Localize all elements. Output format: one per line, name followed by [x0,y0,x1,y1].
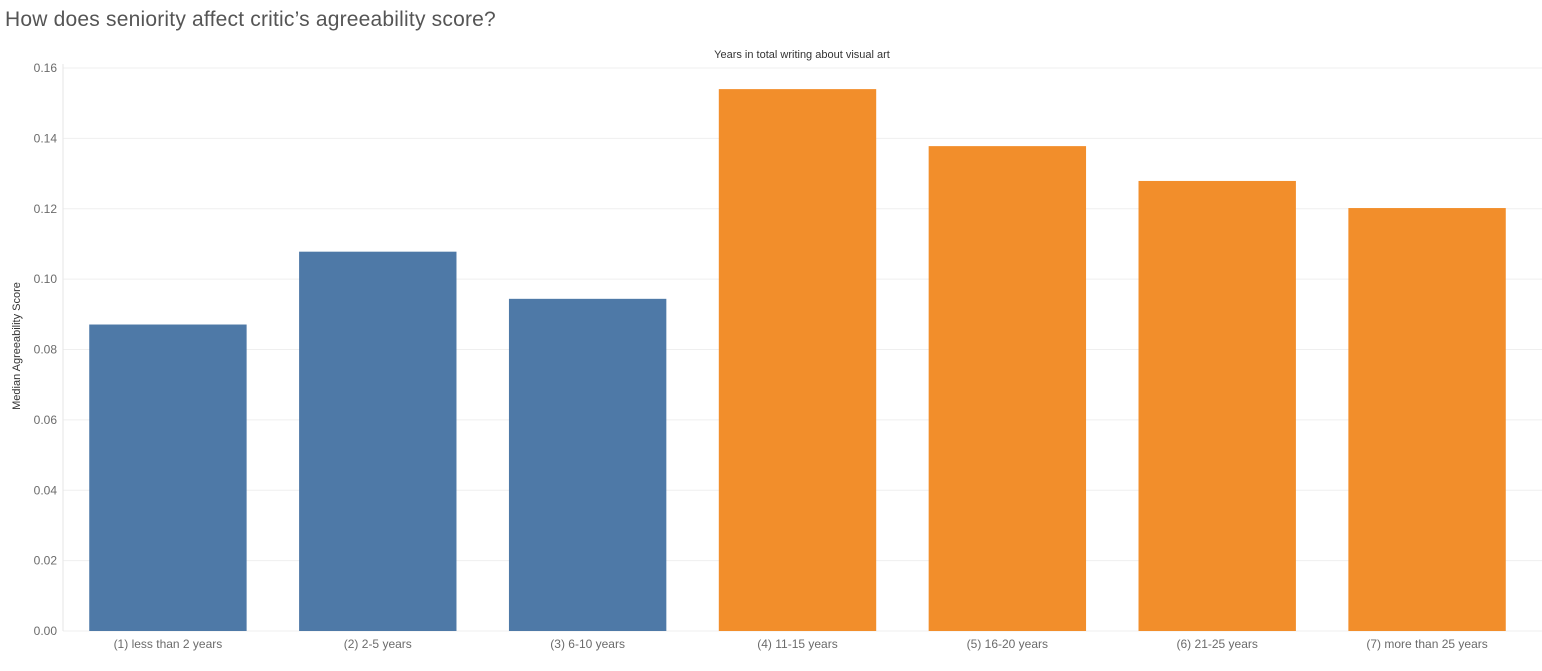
bar[interactable] [928,146,1087,631]
y-tick-label: 0.10 [34,272,58,286]
x-tick-label: (2) 2-5 years [344,637,412,651]
bar[interactable] [1138,180,1296,631]
bar[interactable] [508,298,667,631]
bar[interactable] [1348,208,1506,631]
bar[interactable] [718,89,877,632]
x-axis-title: Years in total writing about visual art [714,49,890,61]
y-tick-label: 0.16 [34,61,58,75]
x-tick-label: (7) more than 25 years [1366,637,1487,651]
x-tick-label: (5) 16-20 years [967,637,1048,651]
x-axis: (1) less than 2 years (2) 2-5 years (3) 6-… [114,637,1488,651]
x-tick-label: (1) less than 2 years [114,637,223,651]
bars [89,89,1506,632]
page-title: How does seniority affect critic’s agree… [5,8,496,31]
x-tick-label: (4) 11-15 years [757,637,837,651]
y-tick-label: 0.00 [34,624,58,638]
bar[interactable] [89,324,247,631]
y-tick-label: 0.06 [34,413,58,427]
x-tick-label: (3) 6-10 years [550,637,625,651]
y-tick-label: 0.04 [34,483,58,497]
y-tick-label: 0.08 [34,343,58,357]
bar[interactable] [299,251,457,631]
y-tick-label: 0.02 [34,554,58,568]
y-tick-label: 0.12 [34,202,58,216]
y-axis: 0.00 0.02 0.04 0.06 0.08 0.10 0.12 0.14 0.16 [34,61,64,638]
x-tick-label: (6) 21-25 years [1177,637,1258,651]
y-tick-label: 0.14 [34,131,58,145]
y-axis-title: Median Agreeability Score [11,282,23,410]
